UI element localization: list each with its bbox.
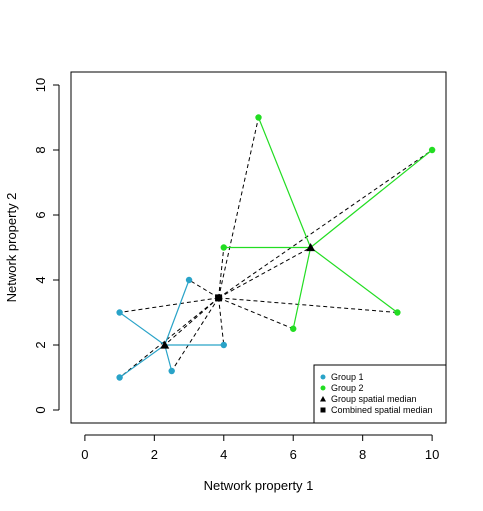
legend-label: Group spatial median [331,394,417,404]
y-axis-title: Network property 2 [4,193,19,303]
group-spatial-median-marker [306,243,316,252]
x-tick-label: 2 [151,447,158,462]
group-2-point [394,309,401,316]
combined-median-link [171,297,219,372]
combined-median-link [218,247,311,299]
legend-label: Combined spatial median [331,405,433,415]
y-tick-label: 10 [33,78,48,92]
legend-marker [320,374,326,380]
combined-median-link [218,247,225,298]
group-median-link [119,344,166,378]
group-median-link [310,149,433,248]
y-tick-label: 0 [33,406,48,413]
x-tick-label: 8 [359,447,366,462]
legend-label: Group 2 [331,383,364,393]
group-1-point [220,341,227,349]
group-2-point [220,244,227,251]
group-median-link [119,312,166,346]
combined-median-link [119,297,219,313]
x-tick-label: 6 [290,447,297,462]
legend-marker [320,396,326,402]
y-tick-label: 6 [33,211,48,218]
combined-median-link [164,297,219,346]
group-median-link [310,247,398,313]
lines-layer [119,117,433,378]
y-tick-label: 8 [33,146,48,153]
plot-frame [70,71,447,424]
group-median-link [164,279,190,346]
combined-median-link [119,297,219,378]
group-median-link [164,344,173,372]
legend-box [313,364,447,424]
points-layer [116,114,436,381]
legend-marker [320,407,326,413]
x-tick-label: 0 [81,447,88,462]
combined-median-link [218,117,259,298]
combined-median-link [218,297,398,313]
group-1-point [168,367,175,375]
axes-layer: 0 2 4 6 8 10 0 2 4 6 8 10 Network property 1 Network … [4,71,447,493]
group-1-point [116,374,123,381]
group-median-link [257,117,312,248]
combined-median-link [218,297,225,346]
group-1-point [185,276,193,284]
combined-median-link [218,297,294,330]
x-tick-label: 10 [425,447,439,462]
x-axis-title: Network property 1 [204,478,314,493]
group-2-point [255,114,262,121]
legend-marker [320,385,326,391]
combined-spatial-median-marker [215,294,223,302]
group-spatial-median-marker [160,340,170,349]
group-2-point [428,146,436,154]
group-median-link [292,247,312,329]
group-1-point [116,309,123,316]
y-tick-label: 2 [33,341,48,348]
legend-label: Group 1 [331,372,364,382]
y-tick-label: 4 [33,276,48,283]
x-tick-label: 4 [220,447,227,462]
group-2-point [290,325,297,332]
combined-median-link [188,279,219,299]
combined-median-link [218,149,433,299]
